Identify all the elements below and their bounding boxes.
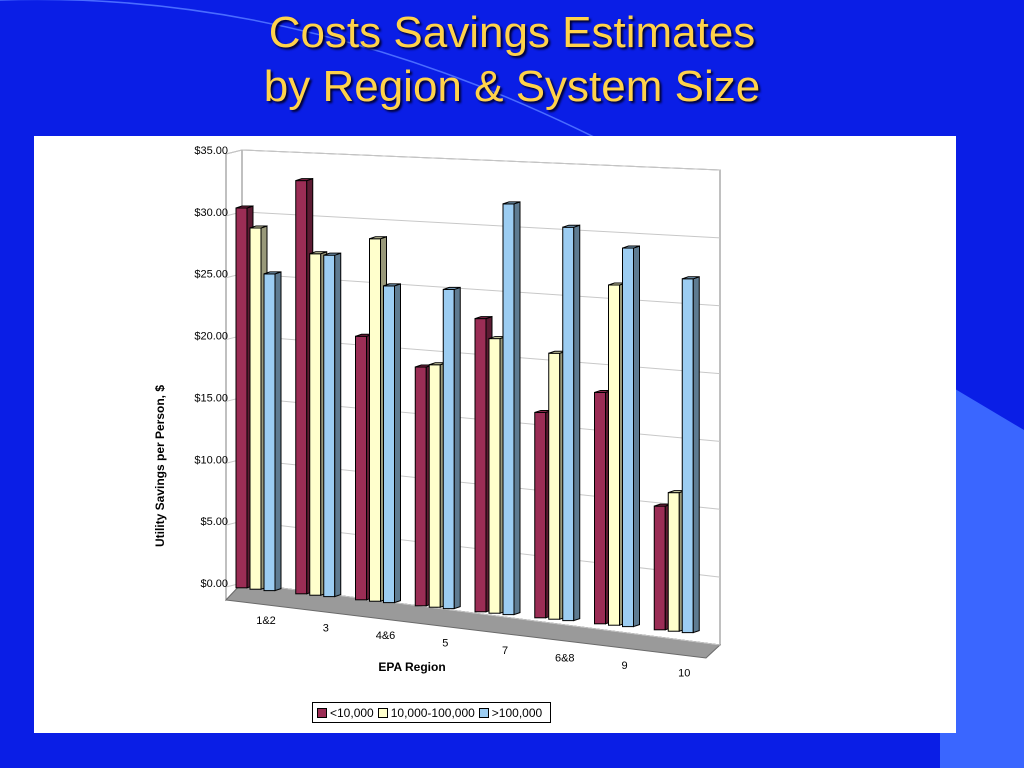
bar-top	[369, 236, 387, 240]
bar-front	[442, 288, 455, 610]
bar-front	[622, 247, 634, 628]
bar-front	[594, 391, 606, 625]
x-tick-label: 9	[621, 660, 627, 672]
bar-top	[622, 245, 640, 249]
bar-front	[502, 203, 515, 616]
bar-front	[235, 207, 248, 589]
bar-side	[274, 271, 282, 592]
bar-front	[309, 253, 322, 596]
bar-front	[323, 254, 336, 598]
chart-panel: $0.00 $5.00 $10.00 $15.00 $20.00 $25.00 $30.00…	[34, 136, 956, 733]
x-tick-label: 5	[442, 638, 448, 650]
bar-front	[295, 180, 308, 595]
legend-item: >100,000	[478, 705, 543, 720]
bar-front	[653, 505, 666, 631]
bar-front	[263, 273, 276, 592]
bar-side	[334, 252, 342, 598]
bar	[323, 252, 342, 598]
legend-label: >100,000	[491, 705, 543, 720]
bar	[622, 245, 640, 628]
bar-front	[474, 318, 487, 613]
y-tick-label: $10.00	[194, 454, 228, 466]
x-tick-label: 7	[502, 645, 508, 657]
legend-swatch	[317, 707, 327, 718]
gridline-side	[225, 149, 243, 155]
y-tick-label: $35.00	[194, 145, 228, 157]
bar-front	[667, 492, 680, 632]
bar	[562, 224, 581, 622]
bar-top	[323, 252, 341, 256]
y-tick-label: $20.00	[194, 331, 228, 343]
bar-top	[562, 224, 580, 228]
bar-front	[428, 364, 441, 608]
bar-top	[502, 201, 521, 205]
bar-side	[394, 283, 401, 604]
gridline	[241, 211, 721, 239]
bar-side	[573, 224, 581, 622]
bar-front	[355, 335, 367, 601]
chart-legend: <10,000 10,000-100,000 >100,000	[312, 702, 552, 723]
legend-item: 10,000-100,000	[377, 705, 475, 720]
bar-front	[534, 411, 547, 619]
bar-top	[309, 251, 327, 255]
bar-top	[249, 225, 268, 229]
bar-top	[235, 205, 254, 209]
bar-front	[562, 226, 575, 622]
bar	[263, 271, 282, 592]
bar	[681, 276, 700, 634]
bar-front	[548, 352, 561, 620]
y-tick-label: $25.00	[194, 269, 228, 281]
bar-side	[513, 201, 521, 616]
legend-swatch	[377, 707, 388, 718]
bar-chart: $0.00 $5.00 $10.00 $15.00 $20.00 $25.00 $30.00…	[153, 145, 722, 680]
bar-front	[414, 366, 427, 607]
bar-front	[608, 284, 620, 626]
bar-front	[681, 278, 694, 634]
legend-swatch	[478, 707, 489, 718]
y-tick-label: $30.00	[194, 207, 228, 219]
x-tick-label: 4&6	[376, 630, 396, 642]
bar-side	[453, 286, 461, 610]
bar-side	[633, 245, 640, 628]
bar	[383, 283, 401, 604]
bar-top	[682, 276, 700, 280]
x-tick-label: 1&2	[256, 615, 276, 627]
legend-label: <10,000	[330, 705, 374, 720]
bar-top	[474, 316, 493, 320]
legend-item: <10,000	[317, 706, 374, 720]
bar-side	[692, 276, 700, 634]
bar	[502, 201, 521, 616]
bar-front	[488, 338, 501, 614]
slide-title-line2: by Region & System Size	[263, 62, 761, 111]
gridline	[241, 149, 721, 171]
bar-top	[443, 286, 461, 290]
y-tick-label: $15.00	[194, 392, 228, 404]
bar-top	[383, 283, 401, 287]
bar-front	[383, 285, 395, 604]
x-tick-label: 3	[323, 623, 329, 635]
x-tick-label: 6&8	[555, 653, 575, 665]
bar	[442, 286, 461, 610]
slide-title-line1: Costs Savings Estimates	[268, 8, 756, 57]
legend-label: 10,000-100,000	[390, 705, 475, 720]
x-axis-title: EPA Region	[378, 660, 445, 674]
x-tick-label: 10	[678, 668, 690, 680]
bar-front	[249, 227, 262, 590]
y-axis-title: Utility Savings per Person, $	[153, 385, 167, 547]
bar-top	[295, 178, 313, 182]
y-tick-label: $0.00	[200, 578, 228, 590]
y-tick-label: $5.00	[200, 516, 228, 528]
bar-top	[263, 271, 282, 275]
bar-front	[369, 238, 381, 602]
slide-title: Costs Savings Estimates by Region & Syst…	[0, 6, 1024, 114]
